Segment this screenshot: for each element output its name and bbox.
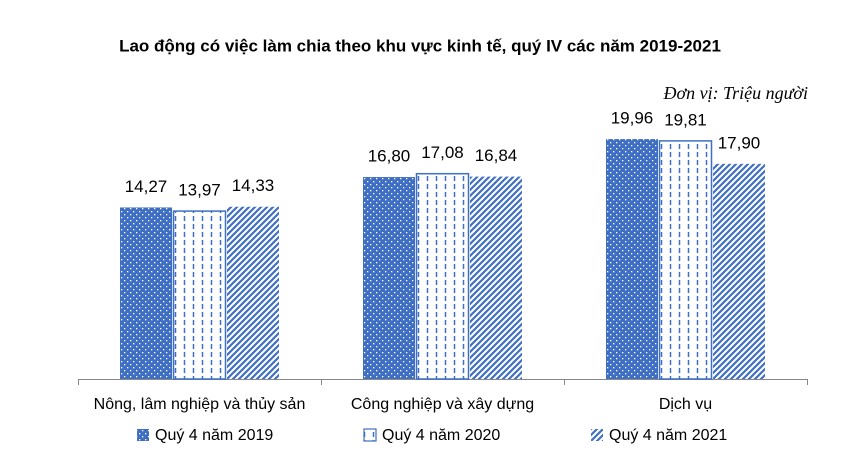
value-label: 19,81 [664,110,707,129]
x-axis [78,379,808,385]
legend-swatch [591,429,603,441]
bar [363,177,415,379]
value-label: 16,80 [368,147,411,166]
x-tick-label: Công nghiệp và xây dựng [351,396,534,413]
bar [120,207,172,379]
chart-title: Lao động có việc làm chia theo khu vực k… [119,36,721,55]
x-tick-label: Nông, lâm nghiệp và thủy sản [94,396,306,413]
bar [470,176,522,379]
value-label: 16,84 [475,146,518,165]
legend-label: Quý 4 năm 2020 [382,427,500,444]
value-label: 19,96 [611,109,654,128]
legend-swatch [363,428,377,442]
x-tick-label: Dịch vụ [659,396,712,413]
value-label: 17,90 [718,133,761,152]
unit-label: Đơn vị: Triệu người [662,83,808,103]
legend-label: Quý 4 năm 2019 [155,427,273,444]
value-label: 13,97 [178,181,221,200]
value-label: 17,08 [421,143,464,162]
bar [606,139,658,379]
value-label: 14,27 [125,177,168,196]
bar [172,210,227,380]
legend-label: Quý 4 năm 2021 [609,427,727,444]
bar [415,172,470,380]
bar [658,140,713,380]
bar [713,163,765,379]
bar [227,206,279,379]
legend-swatch [137,429,149,441]
value-label: 14,33 [232,176,275,195]
